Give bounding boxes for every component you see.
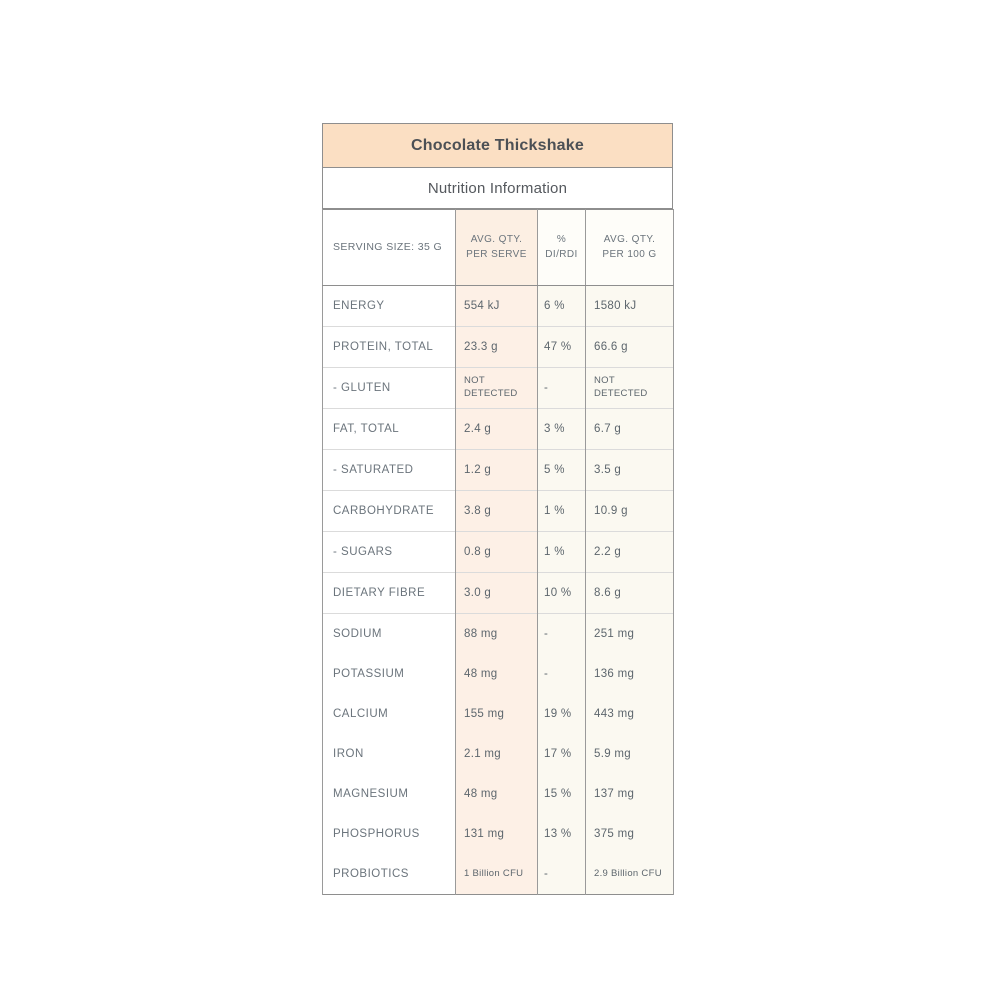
- value-di-rdi: -: [537, 854, 586, 895]
- value-per-serve: 48 mg: [455, 654, 538, 694]
- header-row: SERVING SIZE: 35 G AVG. QTY. PER SERVE %…: [322, 209, 674, 286]
- value-per-serve: 554 kJ: [455, 285, 538, 327]
- nutrient-name: MAGNESIUM: [322, 774, 456, 814]
- value-per-100g: 8.6 g: [585, 572, 674, 614]
- nutrition-table-body: ENERGY 554 kJ 6 % 1580 kJ PROTEIN, TOTAL 23.3…: [322, 285, 674, 895]
- nutrient-name: - SUGARS: [322, 531, 456, 573]
- product-title-bar: Chocolate Thickshake: [322, 123, 673, 168]
- value-per-serve: 48 mg: [455, 774, 538, 814]
- nutrient-name: PROBIOTICS: [322, 854, 456, 895]
- table-row: POTASSIUM 48 mg -136 mg: [322, 654, 674, 694]
- table-row: IRON 2.1 mg 17 % 5.9 mg: [322, 734, 674, 774]
- nutrient-name: DIETARY FIBRE: [322, 572, 456, 614]
- value-per-serve: 3.0 g: [455, 572, 538, 614]
- value-di-rdi: -: [537, 613, 586, 654]
- nutrition-information-label: Nutrition Information: [427, 179, 568, 197]
- table-row: PROTEIN, TOTAL 23.3 g 47 % 66.6 g: [322, 326, 674, 368]
- value-per-serve: 23.3 g: [455, 326, 538, 368]
- nutrient-name: - SATURATED: [322, 449, 456, 491]
- value-per-serve: 0.8 g: [455, 531, 538, 573]
- value-per-100g: 10.9 g: [585, 490, 674, 532]
- table-row: CALCIUM 155 mg 19 % 443 mg: [322, 694, 674, 734]
- value-di-rdi: 10 %: [537, 572, 586, 614]
- value-per-serve: 2.1 mg: [455, 734, 538, 774]
- nutrient-name: PHOSPHORUS: [322, 814, 456, 854]
- table-row: PROBIOTICS 1 Billion CFU -2.9 Billion CFU: [322, 854, 674, 895]
- value-di-rdi: -: [537, 654, 586, 694]
- value-per-serve: 1.2 g: [455, 449, 538, 491]
- nutrient-name: IRON: [322, 734, 456, 774]
- nutrition-table: SERVING SIZE: 35 G AVG. QTY. PER SERVE %…: [322, 209, 674, 895]
- nutrient-name: CALCIUM: [322, 694, 456, 734]
- value-per-100g: NOT DETECTED: [585, 367, 674, 409]
- value-per-100g: 136 mg: [585, 654, 674, 694]
- nutrient-name: SODIUM: [322, 613, 456, 654]
- value-di-rdi: 47 %: [537, 326, 586, 368]
- nutrition-panel: Chocolate Thickshake Nutrition Informati…: [322, 123, 674, 895]
- value-di-rdi: 6 %: [537, 285, 586, 327]
- value-per-100g: 3.5 g: [585, 449, 674, 491]
- value-per-serve: NOT DETECTED: [455, 367, 538, 409]
- value-di-rdi: 1 %: [537, 490, 586, 532]
- value-di-rdi: 3 %: [537, 408, 586, 450]
- value-per-100g: 137 mg: [585, 774, 674, 814]
- table-row: SODIUM 88 mg -251 mg: [322, 613, 674, 654]
- value-di-rdi: 13 %: [537, 814, 586, 854]
- value-di-rdi: 5 %: [537, 449, 586, 491]
- nutrient-name: POTASSIUM: [322, 654, 456, 694]
- nutrient-name: PROTEIN, TOTAL: [322, 326, 456, 368]
- value-per-100g: 443 mg: [585, 694, 674, 734]
- avg-qty-per-serve-header: AVG. QTY. PER SERVE: [455, 209, 538, 286]
- value-di-rdi: 1 %: [537, 531, 586, 573]
- table-row: - GLUTEN NOT DETECTED - NOT DETECTED: [322, 367, 674, 409]
- table-row: MAGNESIUM 48 mg 15 % 137 mg: [322, 774, 674, 814]
- value-per-serve: 155 mg: [455, 694, 538, 734]
- value-per-100g: 5.9 mg: [585, 734, 674, 774]
- table-row: ENERGY 554 kJ 6 % 1580 kJ: [322, 285, 674, 327]
- nutrition-information-bar: Nutrition Information: [322, 168, 673, 209]
- serving-size-header: SERVING SIZE: 35 G: [322, 209, 456, 286]
- product-title: Chocolate Thickshake: [411, 136, 584, 154]
- value-per-serve: 131 mg: [455, 814, 538, 854]
- value-per-100g: 1580 kJ: [585, 285, 674, 327]
- value-di-rdi: 19 %: [537, 694, 586, 734]
- nutrient-name: - GLUTEN: [322, 367, 456, 409]
- nutrient-name: ENERGY: [322, 285, 456, 327]
- value-di-rdi: 17 %: [537, 734, 586, 774]
- value-per-serve: 88 mg: [455, 613, 538, 654]
- value-per-serve: 3.8 g: [455, 490, 538, 532]
- value-per-serve: 1 Billion CFU: [455, 854, 538, 895]
- value-per-100g: 6.7 g: [585, 408, 674, 450]
- avg-qty-per-100g-header: AVG. QTY. PER 100 G: [585, 209, 674, 286]
- value-di-rdi: 15 %: [537, 774, 586, 814]
- table-row: PHOSPHORUS 131 mg 13 % 375 mg: [322, 814, 674, 854]
- value-per-100g: 2.2 g: [585, 531, 674, 573]
- value-per-100g: 251 mg: [585, 613, 674, 654]
- percent-di-rdi-header: % DI/RDI: [537, 209, 586, 286]
- nutrient-name: CARBOHYDRATE: [322, 490, 456, 532]
- value-per-100g: 66.6 g: [585, 326, 674, 368]
- value-per-100g: 375 mg: [585, 814, 674, 854]
- value-di-rdi: -: [537, 367, 586, 409]
- table-row: DIETARY FIBRE 3.0 g 10 % 8.6 g: [322, 572, 674, 614]
- value-per-serve: 2.4 g: [455, 408, 538, 450]
- nutrition-table-header: SERVING SIZE: 35 G AVG. QTY. PER SERVE %…: [322, 209, 674, 286]
- nutrient-name: FAT, TOTAL: [322, 408, 456, 450]
- value-per-100g: 2.9 Billion CFU: [585, 854, 674, 895]
